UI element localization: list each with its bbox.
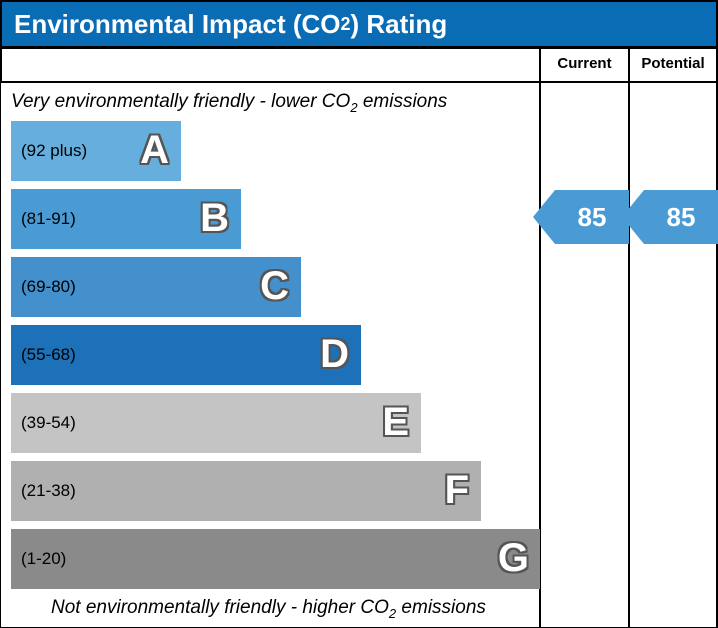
band-letter-a: A [140,128,169,173]
band-row-e: (39-54) E [11,393,539,453]
band-row-c: (69-80) C [11,257,539,317]
band-letter-g: G [498,536,529,581]
band-row-d: (55-68) D [11,325,539,385]
title-sub: 2 [341,14,351,35]
chart-title: Environmental Impact (CO2) Rating [0,0,718,48]
band-letter-e: E [382,400,409,445]
current-pointer: 85 [555,190,629,244]
band-bar-g: (1-20) G [11,529,541,589]
band-range-a: (92 plus) [11,141,87,161]
band-range-g: (1-20) [11,549,66,569]
band-range-c: (69-80) [11,277,76,297]
band-row-g: (1-20) G [11,529,539,589]
band-letter-f: F [445,468,469,513]
band-bar-b: (81-91) B [11,189,241,249]
band-letter-b: B [200,196,229,241]
band-bar-a: (92 plus) A [11,121,181,181]
caption-top: Very environmentally friendly - lower CO… [11,91,539,115]
band-bar-c: (69-80) C [11,257,301,317]
band-range-f: (21-38) [11,481,76,501]
header-blank [0,48,540,82]
band-range-d: (55-68) [11,345,76,365]
title-text-suffix: ) Rating [351,9,448,40]
band-row-f: (21-38) F [11,461,539,521]
band-bar-f: (21-38) F [11,461,481,521]
band-row-a: (92 plus) A [11,121,539,181]
band-bar-e: (39-54) E [11,393,421,453]
bands-area: Very environmentally friendly - lower CO… [0,82,540,628]
band-bar-d: (55-68) D [11,325,361,385]
caption-bottom: Not environmentally friendly - higher CO… [11,597,539,621]
header-current: Current [540,48,629,82]
eir-chart: Environmental Impact (CO2) Rating Curren… [0,0,718,619]
band-letter-d: D [320,332,349,377]
band-range-e: (39-54) [11,413,76,433]
band-letter-c: C [260,264,289,309]
chart-grid: Current Potential Very environmentally f… [0,48,718,619]
band-range-b: (81-91) [11,209,76,229]
current-column: 85 [540,82,629,628]
potential-column: 85 [629,82,718,628]
potential-pointer: 85 [644,190,718,244]
band-row-b: (81-91) B [11,189,539,249]
header-potential: Potential [629,48,718,82]
title-text-prefix: Environmental Impact (CO [14,9,341,40]
